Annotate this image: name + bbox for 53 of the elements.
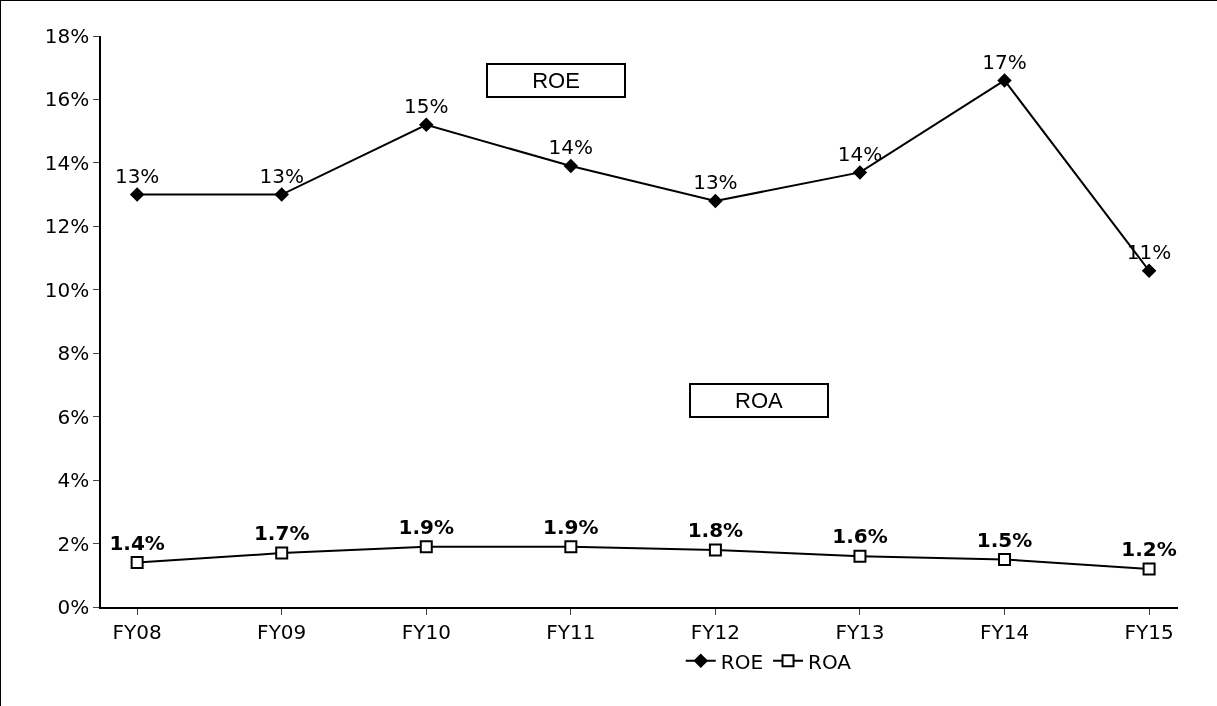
point xyxy=(130,556,144,570)
point xyxy=(853,549,867,563)
legend-label: ROA xyxy=(808,649,852,674)
y-tick-label: 18% xyxy=(44,24,90,48)
point xyxy=(997,73,1012,88)
data-label: 1.6% xyxy=(832,524,888,549)
x-tick-label: FY09 xyxy=(257,619,307,644)
data-label: 13% xyxy=(259,163,304,188)
x-tick-label: FY13 xyxy=(835,619,885,644)
y-tick-label: 6% xyxy=(57,404,90,429)
data-label: 14% xyxy=(837,141,883,166)
point xyxy=(563,159,578,173)
y-tick-label: 0% xyxy=(57,595,90,619)
x-tick-label: FY15 xyxy=(1124,619,1174,644)
x-tick-label: FY11 xyxy=(546,619,596,644)
data-label: 1.5% xyxy=(976,527,1033,552)
y-tick-label: 12% xyxy=(44,214,90,239)
point xyxy=(1142,263,1156,278)
data-label: 14% xyxy=(548,135,594,160)
annotation: ROA xyxy=(735,388,783,413)
data-label: 1.2% xyxy=(1121,537,1177,562)
point xyxy=(419,540,433,554)
y-tick-label: 16% xyxy=(44,87,90,112)
data-label: 15% xyxy=(404,94,449,119)
x-tick-label: FY14 xyxy=(979,619,1030,644)
point xyxy=(853,165,867,180)
point xyxy=(1142,562,1156,576)
x-tick-label: FY08 xyxy=(112,619,162,644)
point xyxy=(275,546,289,560)
data-label: 17% xyxy=(982,49,1027,74)
y-tick-label: 4% xyxy=(57,468,90,493)
point xyxy=(998,552,1012,566)
y-tick-label: 2% xyxy=(57,531,90,556)
data-label: 13% xyxy=(693,170,738,195)
point xyxy=(274,187,289,202)
x-tick-label: FY10 xyxy=(401,619,451,644)
point xyxy=(419,117,434,132)
legend-label: ROE xyxy=(720,649,764,674)
data-label: 1.8% xyxy=(687,518,744,543)
point xyxy=(564,540,578,554)
point xyxy=(130,187,144,202)
y-tick-label: 10% xyxy=(44,277,90,302)
annotation: ROE xyxy=(532,68,580,93)
x-tick-label: FY12 xyxy=(690,619,740,644)
y-tick-label: 14% xyxy=(44,150,90,175)
point xyxy=(708,194,723,208)
point xyxy=(708,543,722,557)
y-tick-label: 8% xyxy=(57,341,90,366)
data-label: 1.9% xyxy=(398,514,454,539)
data-label: 13% xyxy=(114,163,160,188)
data-label: 1.7% xyxy=(253,521,310,546)
data-label: 1.4% xyxy=(109,530,165,555)
data-label: 1.9% xyxy=(543,514,599,539)
